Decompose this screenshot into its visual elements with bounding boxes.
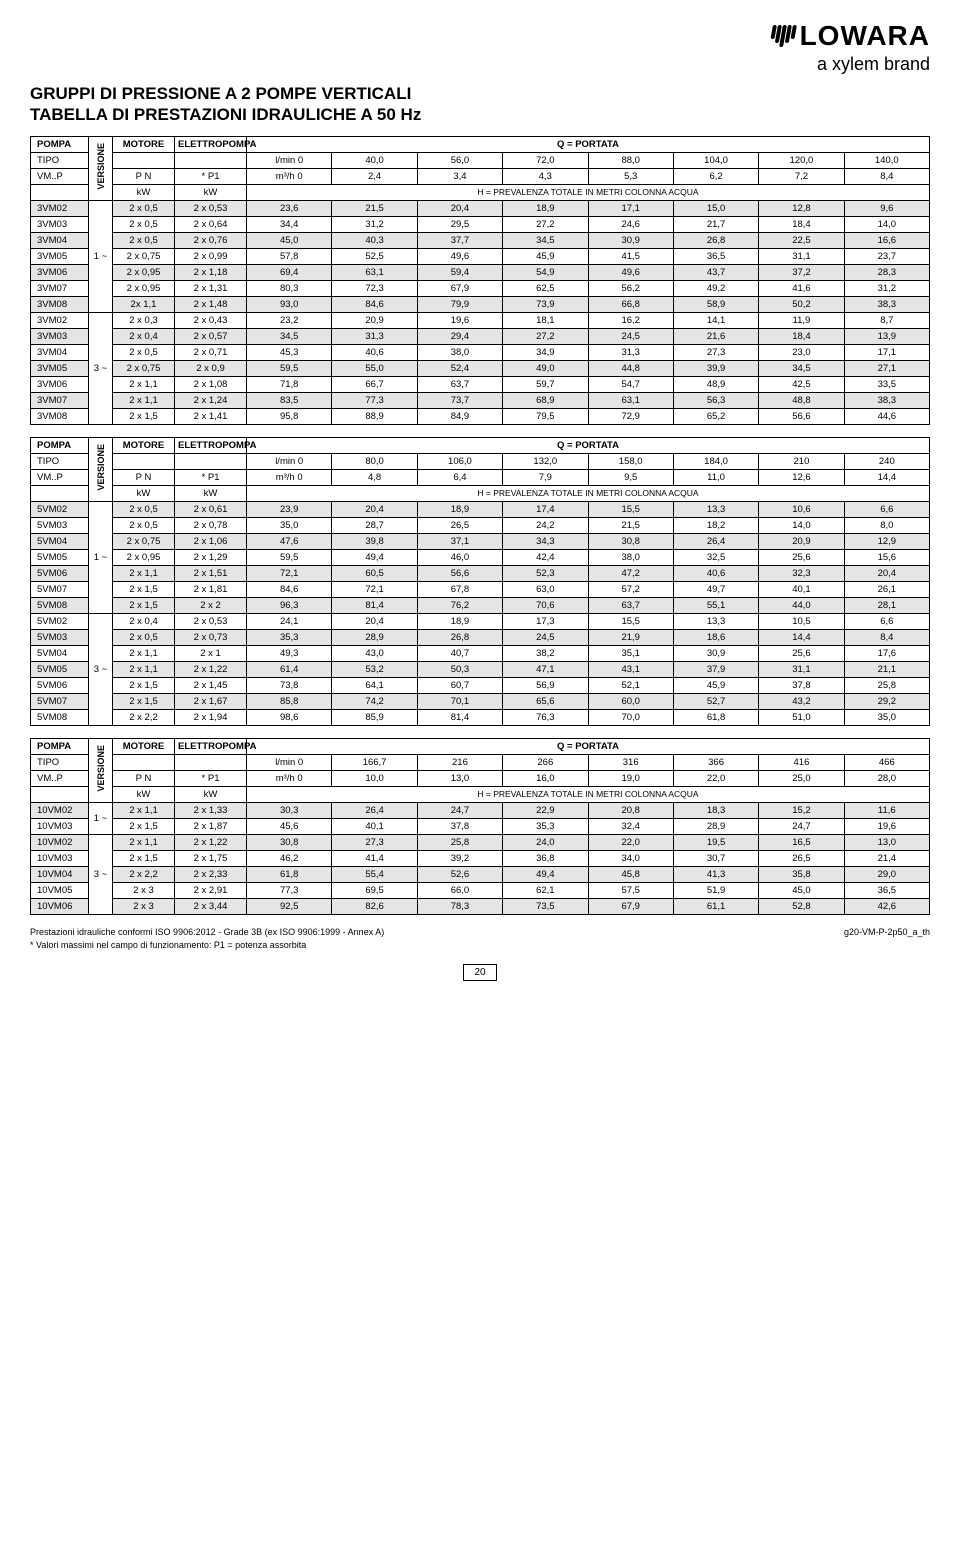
logo-text: LOWARA xyxy=(800,20,930,52)
brand-text: a xylem brand xyxy=(30,54,930,75)
page-title: GRUPPI DI PRESSIONE A 2 POMPE VERTICALI … xyxy=(30,83,930,126)
logo-block: LOWARA a xylem brand xyxy=(30,20,930,75)
title-line1: GRUPPI DI PRESSIONE A 2 POMPE VERTICALI xyxy=(30,83,930,104)
logo-bars-icon xyxy=(769,25,797,47)
footnote-p1: * Valori massimi nel campo di funzioname… xyxy=(30,940,930,950)
perf-table: POMPAVERSIONEMOTOREELETTROPOMPAQ = PORTA… xyxy=(30,136,930,425)
footnote-row: Prestazioni idrauliche conformi ISO 9906… xyxy=(30,927,930,937)
logo: LOWARA xyxy=(771,20,930,52)
footnote-iso: Prestazioni idrauliche conformi ISO 9906… xyxy=(30,927,384,937)
perf-table: POMPAVERSIONEMOTOREELETTROPOMPAQ = PORTA… xyxy=(30,437,930,726)
page-number: 20 xyxy=(463,964,497,981)
footnote-code: g20-VM-P-2p50_a_th xyxy=(844,927,930,937)
perf-table: POMPAVERSIONEMOTOREELETTROPOMPAQ = PORTA… xyxy=(30,738,930,915)
title-line2: TABELLA DI PRESTAZIONI IDRAULICHE A 50 H… xyxy=(30,104,930,125)
tables-container: POMPAVERSIONEMOTOREELETTROPOMPAQ = PORTA… xyxy=(30,136,930,915)
